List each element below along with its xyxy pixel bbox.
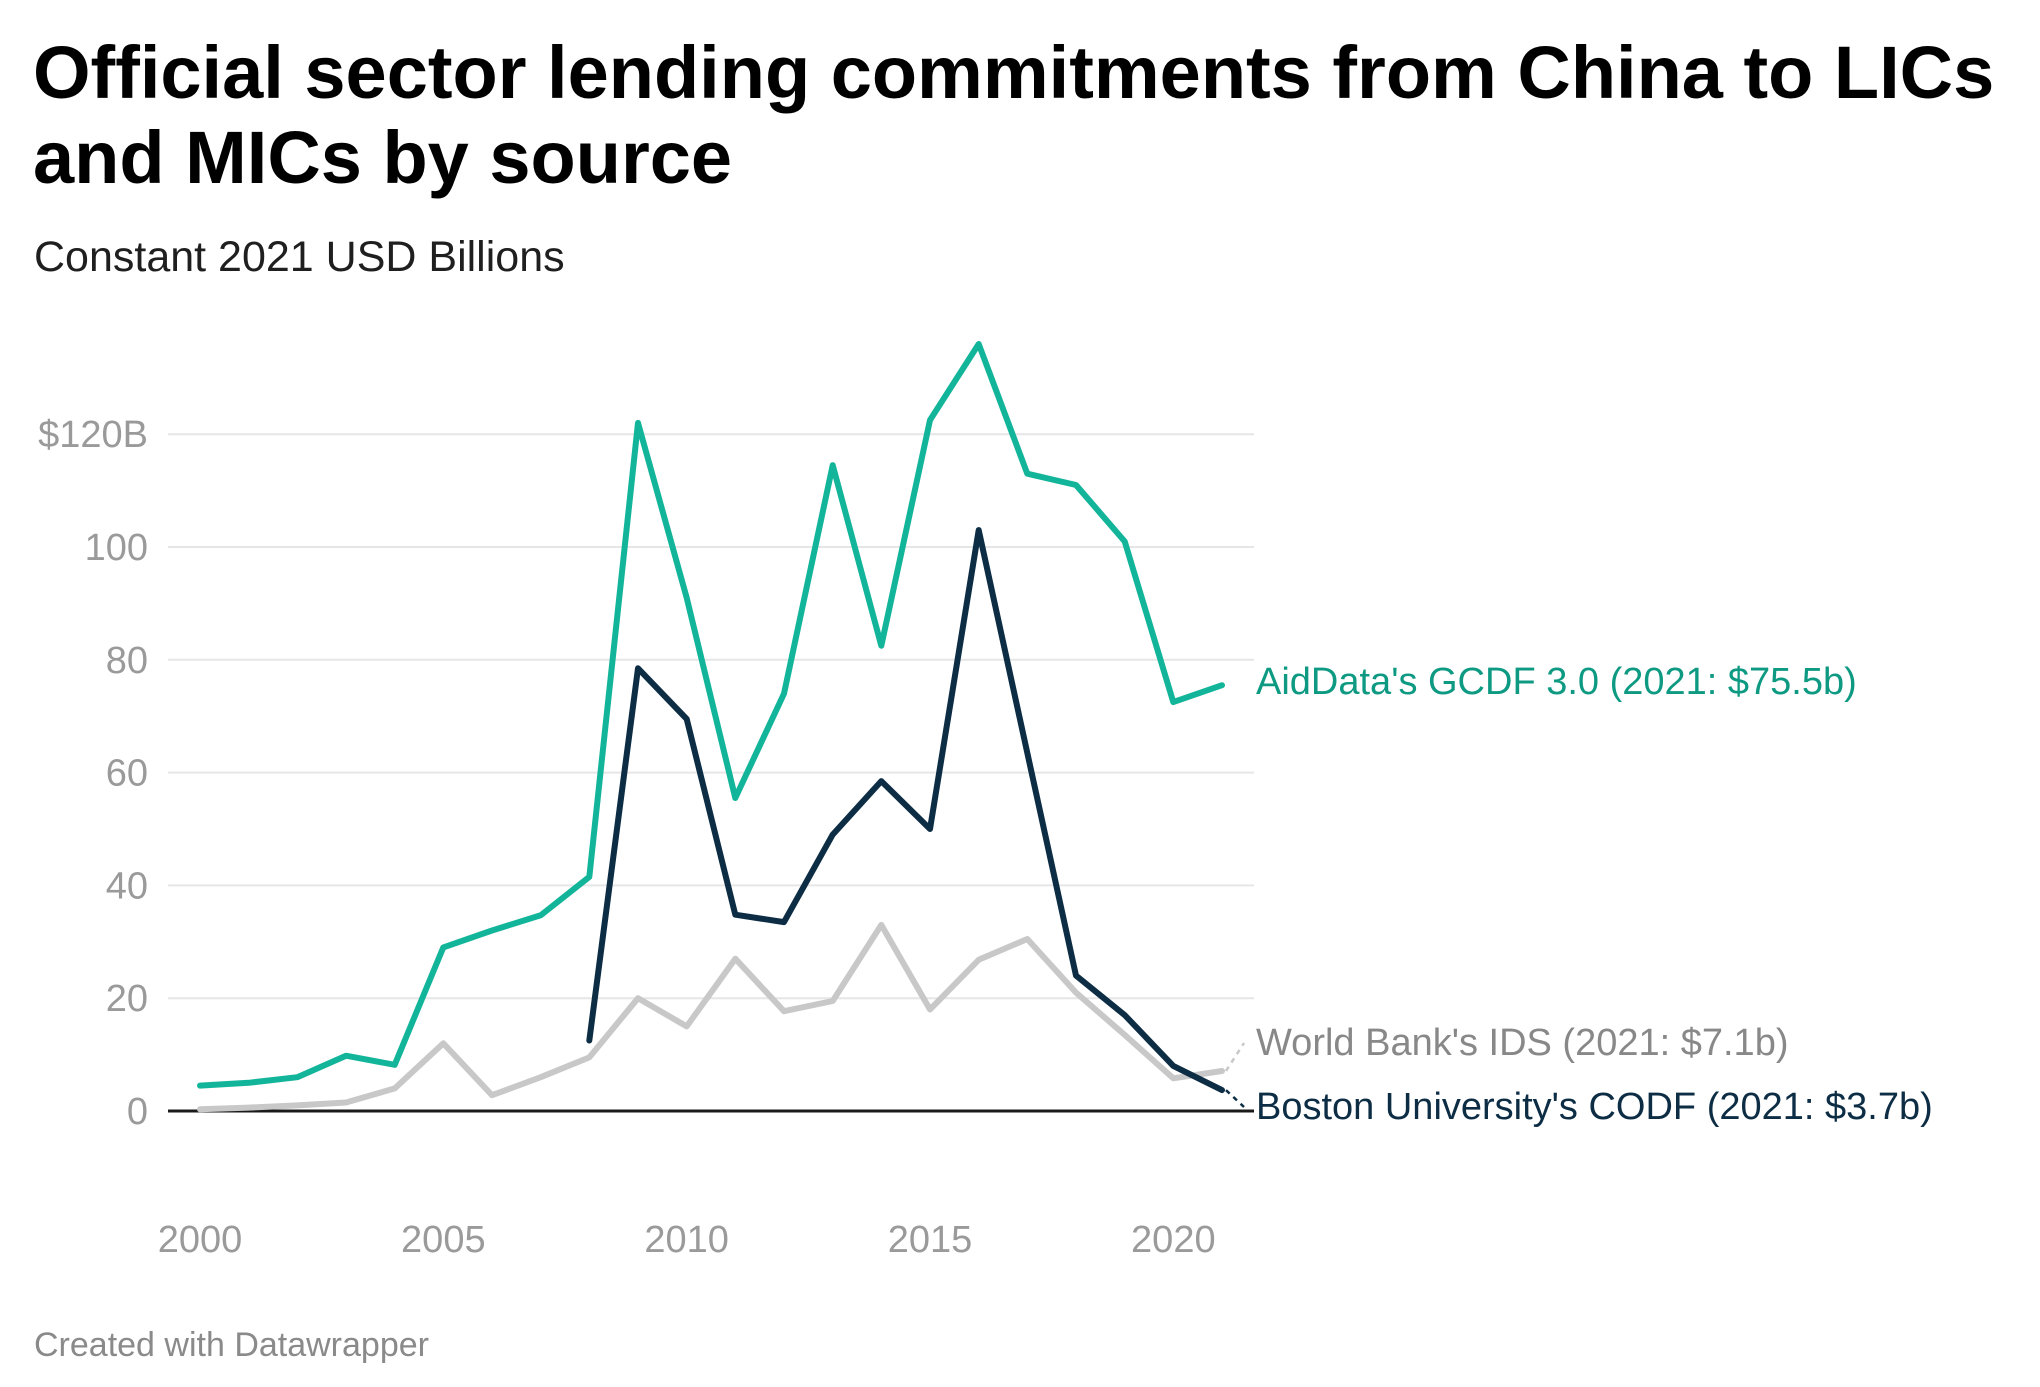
y-tick-label: 0 (127, 1091, 148, 1133)
y-tick-label: 20 (106, 978, 148, 1020)
x-tick-label: 2015 (888, 1219, 973, 1261)
x-axis-tick-labels: 2000 2005 2010 2015 2020 (158, 1219, 1216, 1261)
credit-footer: Created with Datawrapper (34, 1326, 429, 1364)
y-tick-label: 100 (85, 527, 148, 569)
series-label-aiddata: AidData's GCDF 3.0 (2021: $75.5b) (1256, 661, 1857, 703)
y-tick-label: $120B (38, 414, 148, 456)
gridlines (168, 433, 1254, 1000)
series-line-aiddata (197, 341, 1225, 1089)
series-end-labels: World Bank's IDS (2021: $7.1b) AidData's … (1256, 661, 1933, 1128)
series-line-bu (586, 527, 1225, 1094)
y-tick-label: 80 (106, 640, 148, 682)
y-axis-tick-labels: 0 20 40 60 80 100 $120B (38, 414, 148, 1133)
series-lines (197, 341, 1246, 1113)
x-tick-label: 2020 (1131, 1219, 1216, 1261)
series-label-bu: Boston University's CODF (2021: $3.7b) (1256, 1086, 1933, 1128)
label-connector-bu (1225, 1089, 1245, 1108)
y-tick-label: 60 (106, 753, 148, 795)
chart-title: Official sector lending commitments from… (33, 31, 1995, 199)
series-line-wb (197, 921, 1225, 1113)
y-tick-label: 40 (106, 865, 148, 907)
x-tick-label: 2000 (158, 1219, 243, 1261)
label-connector-wb (1224, 1042, 1246, 1072)
x-tick-label: 2010 (644, 1219, 729, 1261)
series-label-wb: World Bank's IDS (2021: $7.1b) (1256, 1022, 1788, 1064)
chart-subtitle: Constant 2021 USD Billions (34, 233, 565, 281)
x-tick-label: 2005 (401, 1219, 486, 1261)
